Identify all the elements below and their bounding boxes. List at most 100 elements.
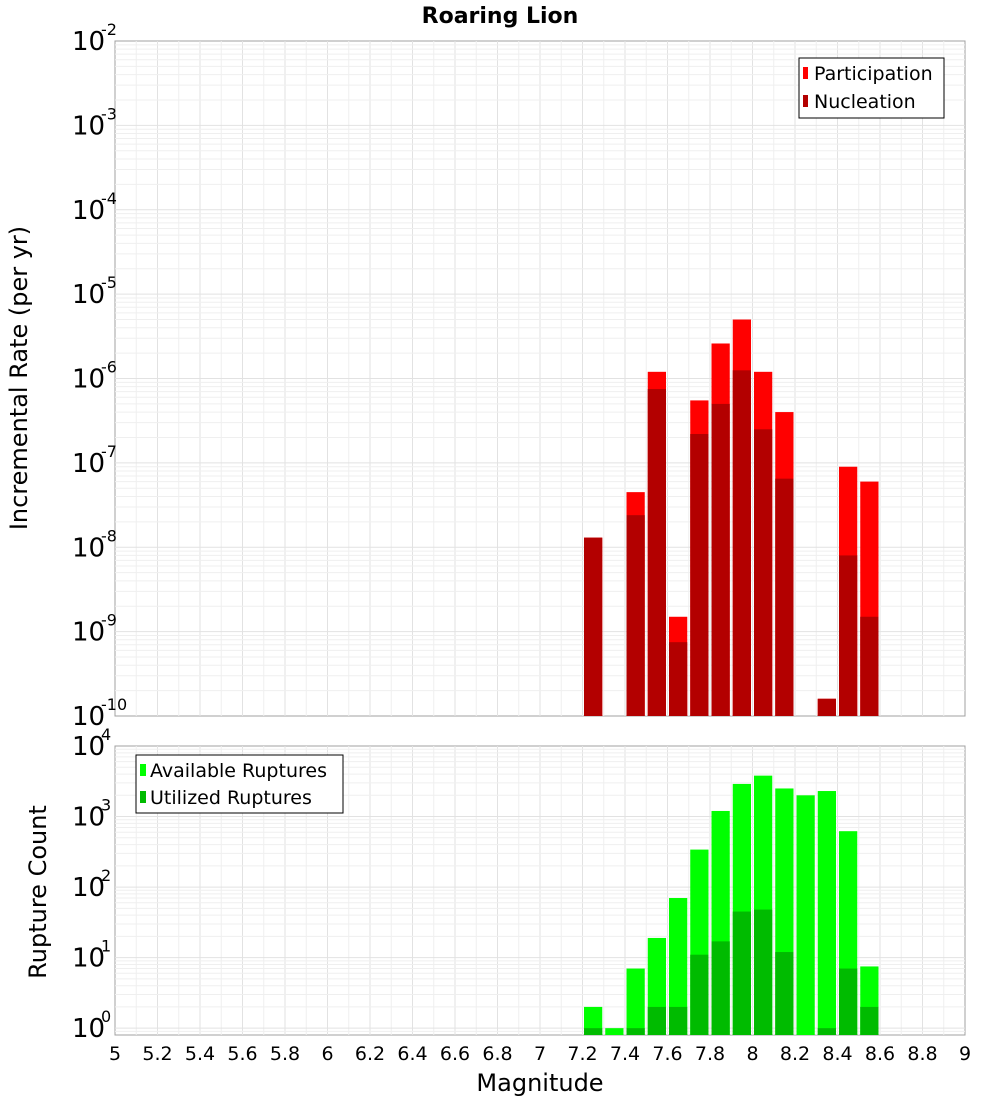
x-tick-label: 5.4 [185, 1043, 215, 1065]
rate-y-tick: 10-7 [72, 442, 117, 479]
legend-label-utilized: Utilized Ruptures [150, 787, 312, 809]
rate-y-tick-base: 10 [72, 27, 105, 57]
count-y-tick-exponent: 2 [101, 866, 111, 885]
magnitude-x-ticks: 5 5.2 5.4 5.6 5.8 6 6.2 6.4 6.6 6.8 7 7.2 7.4 7.6 7.8 8… [109, 1043, 971, 1065]
x-tick-label: 8.8 [907, 1043, 937, 1065]
rate-bars [584, 319, 879, 716]
rate-y-tick-base: 10 [72, 196, 105, 226]
chart-title: Roaring Lion [422, 4, 579, 29]
count-bar-utilized-ruptures [754, 909, 773, 1035]
count-y-tick-base: 10 [72, 944, 105, 974]
x-tick-label: 7.4 [610, 1043, 640, 1065]
count-y-tick-exponent: 0 [101, 1007, 111, 1026]
rate-y-tick-base: 10 [72, 280, 105, 310]
count-bars [584, 775, 879, 1035]
rate-y-tick-exponent: -2 [101, 20, 117, 39]
rate-bar-nucleation [626, 515, 645, 716]
rate-y-axis-label: Incremental Rate (per yr) [5, 226, 33, 530]
count-bar-utilized-ruptures [732, 911, 751, 1035]
x-tick-label: 7.6 [652, 1043, 682, 1065]
count-bar-available-ruptures [817, 791, 836, 1035]
rate-bar-nucleation [754, 429, 773, 716]
count-y-tick-exponent: 3 [101, 796, 111, 815]
x-tick-label: 7.2 [567, 1043, 597, 1065]
count-y-tick: 102 [72, 866, 111, 903]
rate-bar-nucleation [775, 478, 794, 716]
count-bar-utilized-ruptures [669, 1006, 688, 1035]
x-tick-label: 8 [746, 1043, 758, 1065]
x-tick-label: 7.8 [695, 1043, 725, 1065]
rate-bar-nucleation [860, 616, 879, 716]
x-tick-label: 7 [534, 1043, 546, 1065]
count-bar-available-ruptures [584, 1006, 603, 1035]
rate-bar-nucleation [647, 389, 666, 716]
legend-label-participation: Participation [814, 63, 933, 85]
x-tick-label: 6.8 [482, 1043, 512, 1065]
rate-y-tick: 10-8 [72, 526, 117, 563]
legend-swatch-nucleation [803, 95, 808, 107]
rate-y-tick-exponent: -3 [101, 104, 117, 123]
rate-y-tick: 10-3 [72, 104, 117, 141]
rate-y-tick-exponent: -8 [101, 526, 117, 545]
rate-y-tick: 10-10 [72, 695, 127, 732]
count-bar-available-ruptures [796, 795, 815, 1035]
rate-legend: Participation Nucleation [798, 57, 945, 119]
count-bar-available-ruptures [605, 1028, 624, 1035]
x-tick-label: 9 [959, 1043, 971, 1065]
rate-bar-nucleation [711, 403, 730, 716]
rate-y-tick-base: 10 [72, 449, 105, 479]
rate-bar-nucleation [817, 698, 836, 716]
x-tick-label: 8.6 [865, 1043, 895, 1065]
legend-swatch-available [140, 764, 146, 776]
count-bar-available-ruptures [669, 898, 688, 1035]
legend-label-nucleation: Nucleation [814, 91, 916, 113]
rate-y-tick-base: 10 [72, 533, 105, 563]
rate-y-tick-exponent: -9 [101, 611, 117, 630]
x-tick-label: 6 [321, 1043, 333, 1065]
count-y-tick: 103 [72, 796, 111, 833]
count-y-tick-base: 10 [72, 732, 105, 762]
x-tick-label: 6.2 [355, 1043, 385, 1065]
rate-y-tick: 10-9 [72, 611, 117, 648]
legend-swatch-participation [803, 67, 808, 79]
rate-y-tick-exponent: -5 [101, 273, 117, 292]
rate-y-tick-exponent: -10 [101, 695, 127, 714]
count-y-tick-base: 10 [72, 1014, 105, 1044]
legend-swatch-utilized [140, 791, 146, 803]
x-tick-label: 5.2 [142, 1043, 172, 1065]
rate-y-tick: 10-2 [72, 20, 117, 57]
count-bar-utilized-ruptures [584, 1028, 603, 1035]
rate-bar-nucleation [732, 370, 751, 716]
rate-y-tick: 10-4 [72, 189, 117, 226]
count-y-axis-label: Rupture Count [24, 805, 52, 979]
count-bar-utilized-ruptures [647, 1006, 666, 1035]
count-legend: Available Ruptures Utilized Ruptures [135, 754, 344, 814]
rate-y-ticks: 10-210-310-410-510-610-710-810-910-10 [72, 20, 127, 732]
rate-y-tick-exponent: -4 [101, 189, 117, 208]
rate-bar-nucleation [669, 642, 688, 716]
count-y-tick: 100 [72, 1007, 111, 1044]
count-bar-available-ruptures [626, 968, 645, 1035]
count-y-tick: 104 [72, 725, 111, 762]
count-bar-utilized-ruptures [626, 1028, 645, 1035]
rate-bar-nucleation [839, 555, 858, 716]
rate-y-tick-base: 10 [72, 618, 105, 648]
rate-bar-nucleation [690, 433, 709, 716]
x-tick-label: 5 [109, 1043, 121, 1065]
x-tick-label: 8.2 [780, 1043, 810, 1065]
count-bar-utilized-ruptures [839, 968, 858, 1035]
rate-y-tick-exponent: -6 [101, 358, 117, 377]
count-legend-box [135, 754, 344, 814]
rate-bar-nucleation [584, 537, 603, 716]
x-axis-label: Magnitude [476, 1069, 603, 1097]
rate-y-tick-base: 10 [72, 111, 105, 141]
x-tick-label: 6.4 [397, 1043, 427, 1065]
rate-legend-box [798, 57, 945, 119]
count-y-tick-exponent: 4 [101, 725, 111, 744]
x-tick-label: 5.6 [227, 1043, 257, 1065]
x-tick-label: 6.6 [440, 1043, 470, 1065]
count-bar-utilized-ruptures [775, 952, 794, 1035]
rate-y-tick-exponent: -7 [101, 442, 117, 461]
